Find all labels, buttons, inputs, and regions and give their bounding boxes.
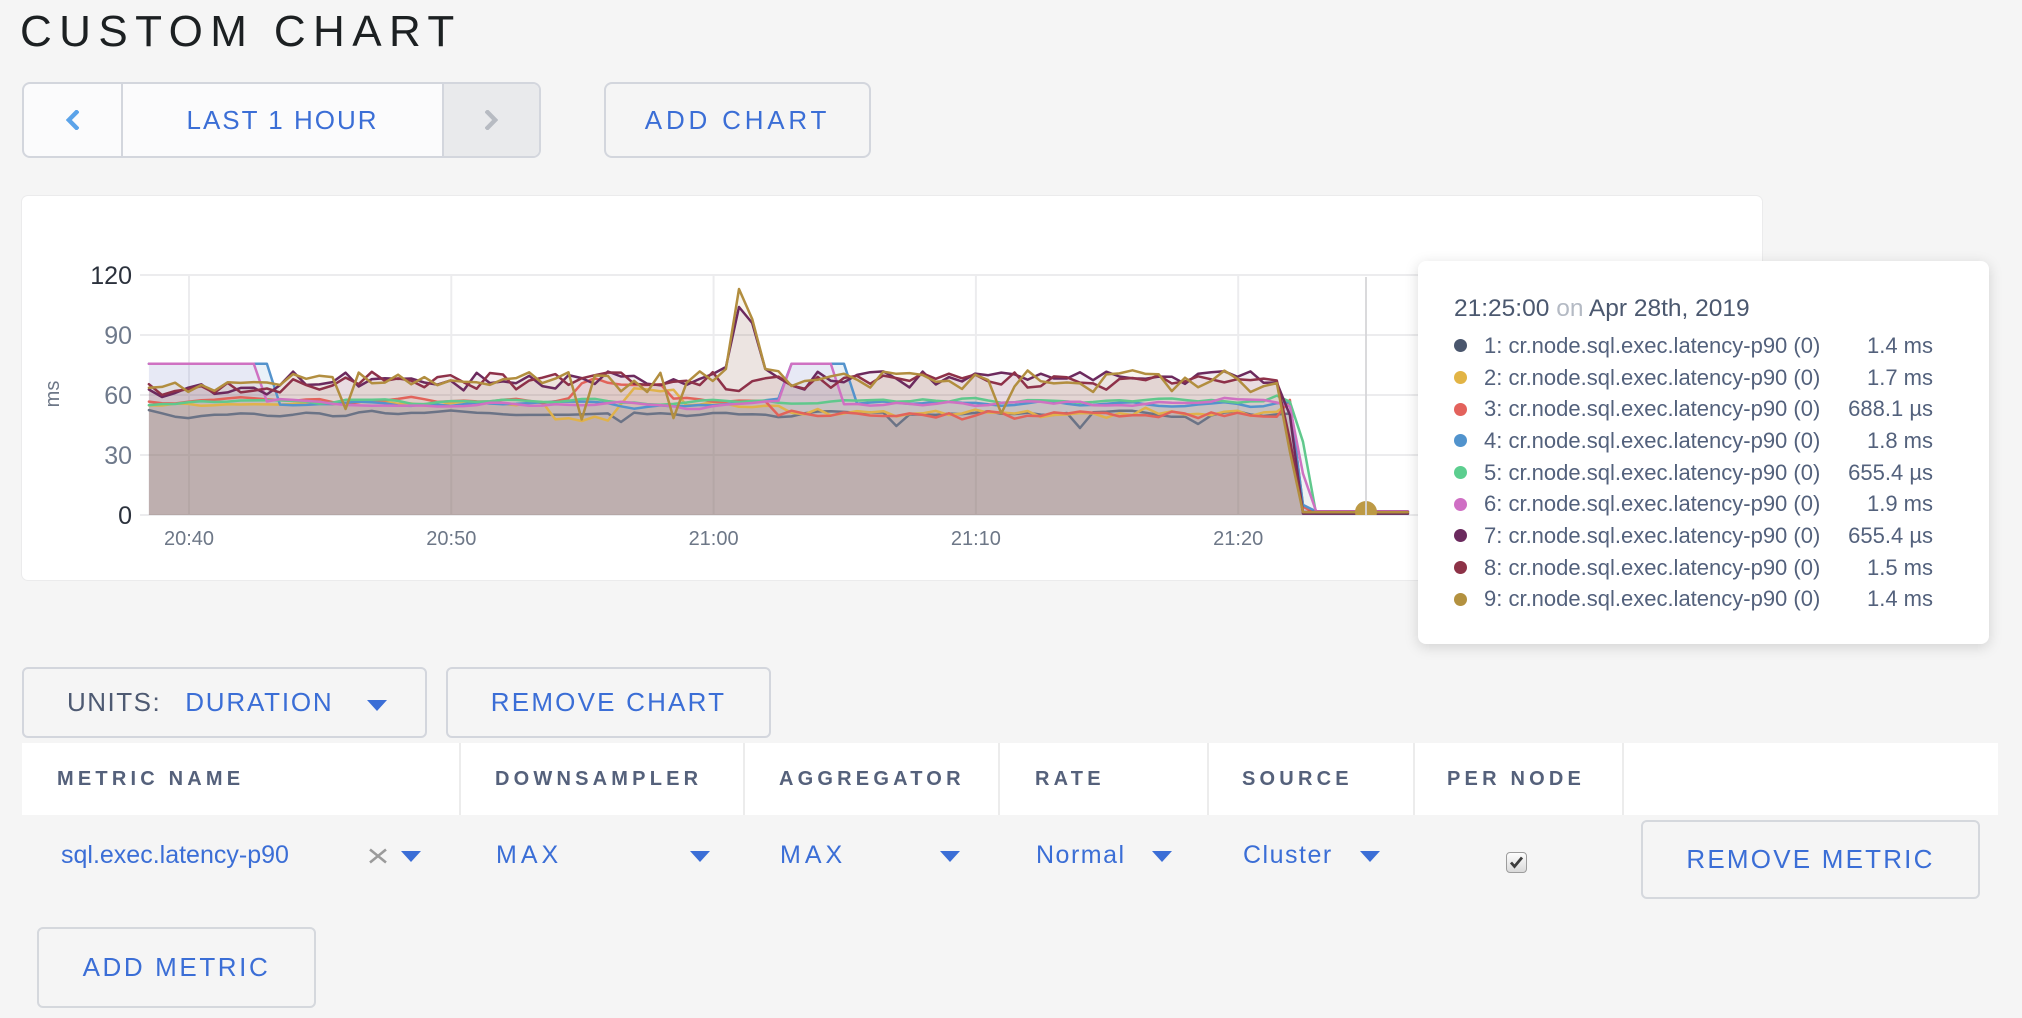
svg-text:60: 60 (104, 382, 132, 410)
svg-text:ms: ms (42, 381, 64, 408)
svg-text:20:40: 20:40 (164, 528, 214, 550)
svg-text:30: 30 (104, 442, 132, 470)
svg-text:21:00: 21:00 (689, 528, 739, 550)
svg-text:21:20: 21:20 (1213, 528, 1263, 550)
svg-text:21:10: 21:10 (951, 528, 1001, 550)
svg-text:90: 90 (104, 322, 132, 350)
svg-text:0: 0 (118, 502, 132, 530)
svg-text:120: 120 (90, 262, 132, 290)
svg-text:20:50: 20:50 (426, 528, 476, 550)
